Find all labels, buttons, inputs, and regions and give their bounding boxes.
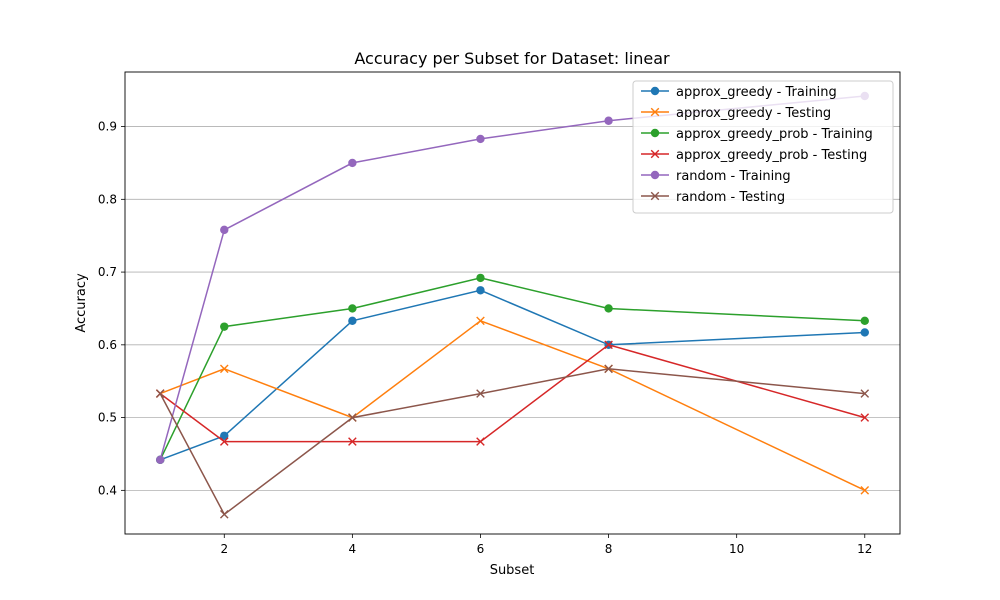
- x-tick-label: 12: [857, 542, 872, 556]
- legend-marker: [650, 86, 660, 96]
- data-point: [860, 486, 870, 495]
- series-line-0: [159, 289, 865, 461]
- data-point: [860, 413, 870, 422]
- data-point: [348, 304, 357, 313]
- data-point: [604, 340, 613, 350]
- plot-area: 2 4 6 8 10 12 0.4 0.5 0.6 0.7 0.8 0.9: [98, 71, 901, 556]
- y-tick-label: 0.4: [98, 483, 117, 497]
- series-line-1: [159, 319, 866, 491]
- legend-label: random - Testing: [676, 190, 785, 205]
- data-point: [155, 389, 165, 398]
- data-point: [219, 510, 229, 519]
- x-tick-label: 10: [729, 542, 744, 556]
- x-tick-label: 8: [605, 542, 613, 556]
- data-point: [348, 316, 357, 326]
- x-tick-label: 2: [220, 542, 228, 556]
- data-point: [219, 437, 229, 446]
- series-line-2: [159, 277, 865, 461]
- data-point: [604, 304, 613, 313]
- y-axis-label: Accuracy: [74, 273, 89, 333]
- y-tick-label: 0.5: [98, 411, 117, 425]
- data-point: [348, 413, 357, 422]
- data-point: [220, 431, 229, 440]
- data-point: [348, 437, 357, 446]
- data-point: [604, 364, 613, 374]
- data-point: [860, 328, 869, 337]
- x-tick-label: 6: [477, 542, 485, 556]
- data-point: [476, 273, 485, 283]
- series-line-3: [159, 343, 866, 443]
- legend-label: approx_greedy - Training: [676, 85, 837, 100]
- data-point: [220, 322, 229, 331]
- y-tick-label: 0.8: [98, 192, 117, 206]
- series-line-5: [159, 368, 865, 516]
- data-point: [604, 116, 613, 125]
- x-axis-label: Subset: [490, 563, 535, 578]
- data-point: [860, 316, 869, 326]
- data-point: [156, 455, 165, 464]
- legend-box: [632, 80, 894, 214]
- data-point: [476, 316, 485, 326]
- legend: approx_greedy - Training approx_greedy - …: [632, 80, 894, 214]
- data-point: [220, 225, 229, 235]
- legend-label: approx_greedy - Testing: [676, 106, 831, 121]
- data-point: [219, 364, 229, 374]
- data-point: [476, 437, 485, 446]
- axes-frame: [124, 71, 901, 535]
- legend-marker: [650, 128, 660, 138]
- legend-marker: [650, 191, 660, 201]
- legend-label: approx_greedy_prob - Training: [676, 127, 873, 142]
- data-point: [348, 158, 357, 168]
- x-tick-label: 4: [349, 542, 357, 556]
- legend-marker: [650, 170, 660, 180]
- chart-title: Accuracy per Subset for Dataset: linear: [354, 49, 670, 68]
- data-point: [476, 134, 485, 144]
- data-point: [476, 389, 485, 398]
- data-point: [860, 389, 870, 398]
- legend-marker: [650, 149, 660, 159]
- y-tick-label: 0.6: [98, 338, 117, 352]
- y-tick-label: 0.7: [98, 265, 117, 279]
- y-tick-label: 0.9: [98, 120, 117, 134]
- data-point: [476, 286, 485, 295]
- legend-label: random - Training: [676, 169, 791, 184]
- legend-label: approx_greedy_prob - Testing: [676, 148, 867, 163]
- legend-marker: [650, 107, 660, 117]
